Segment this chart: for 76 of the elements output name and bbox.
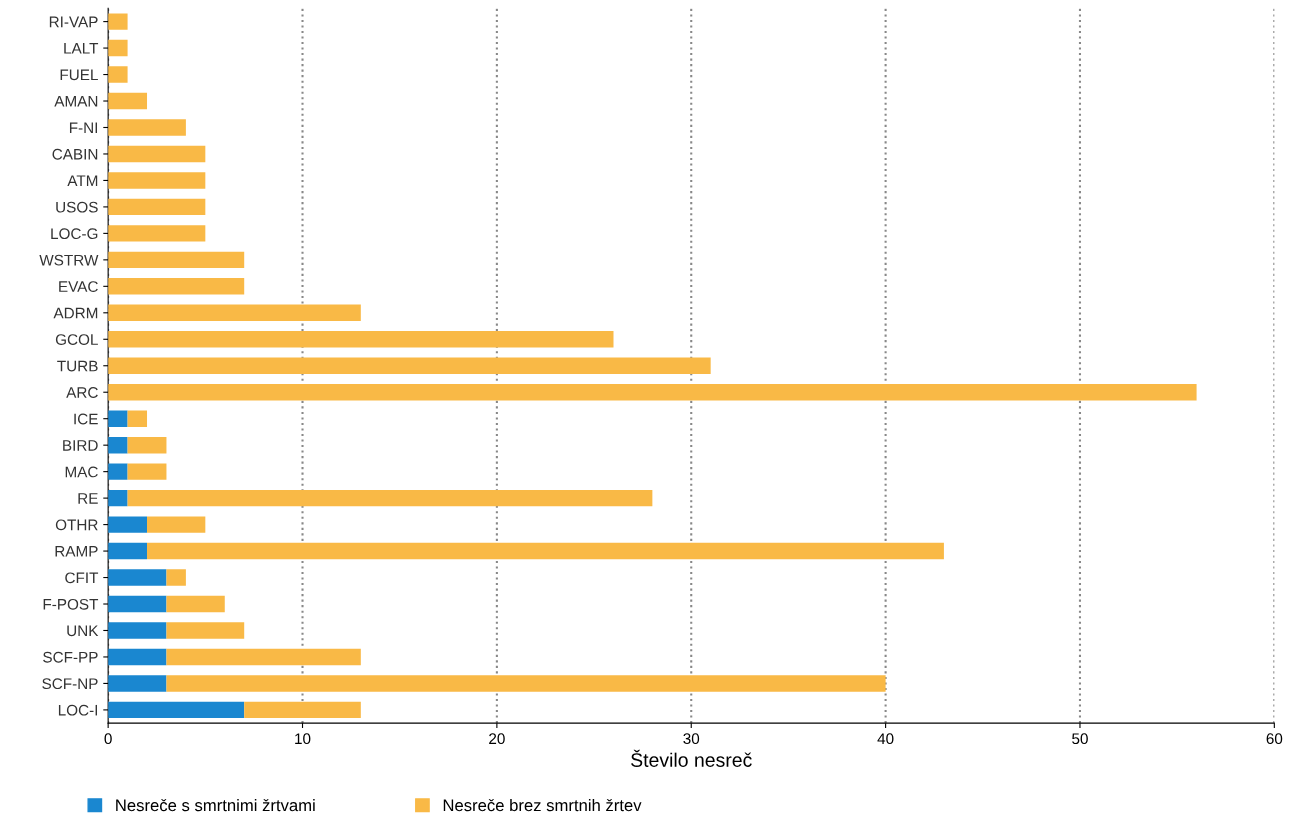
y-tick-label: CFIT bbox=[65, 572, 99, 584]
bar bbox=[108, 569, 167, 586]
y-tick-label: LOC-I bbox=[58, 704, 98, 716]
legend-label: Nesreče brez smrtnih žrtev bbox=[443, 798, 642, 812]
bar bbox=[147, 516, 206, 533]
y-tick-label: WSTRW bbox=[39, 254, 99, 266]
y-tick-label: MAC bbox=[65, 466, 98, 478]
bar bbox=[166, 595, 225, 613]
bar bbox=[108, 331, 614, 348]
bar bbox=[108, 278, 245, 295]
y-tick-label: FUEL bbox=[60, 69, 98, 81]
legend-label: Nesreče s smrtnimi žrtvami bbox=[116, 798, 315, 812]
y-tick-label: F-POST bbox=[43, 598, 99, 610]
bar bbox=[108, 410, 128, 427]
bar bbox=[147, 542, 944, 560]
y-tick-label: USOS bbox=[56, 201, 98, 213]
y-tick-label: SCF-PP bbox=[43, 651, 98, 663]
bar bbox=[108, 13, 128, 30]
y-tick-label: EVAC bbox=[59, 281, 98, 293]
bar bbox=[127, 489, 653, 507]
y-tick-label: RE bbox=[78, 493, 98, 504]
bar bbox=[108, 701, 245, 719]
bar bbox=[108, 357, 711, 374]
bar bbox=[108, 225, 206, 242]
y-tick-label: AMAN bbox=[54, 96, 98, 107]
bar bbox=[108, 622, 167, 639]
y-tick-label: CABIN bbox=[52, 148, 98, 160]
bar bbox=[127, 410, 148, 427]
bar bbox=[108, 145, 206, 163]
bar bbox=[108, 489, 128, 507]
x-tick-label: 10 bbox=[295, 733, 311, 745]
bar bbox=[108, 92, 148, 110]
y-tick-label: RI-VAP bbox=[49, 16, 98, 28]
bar bbox=[166, 569, 186, 586]
y-tick-label: TURB bbox=[57, 360, 98, 372]
bar bbox=[108, 198, 206, 216]
bar bbox=[108, 66, 128, 83]
x-tick-label: 20 bbox=[489, 733, 505, 745]
bar bbox=[108, 39, 128, 57]
y-tick-label: RAMP bbox=[55, 546, 98, 557]
bar bbox=[108, 172, 206, 189]
x-axis-title: Število nesreč bbox=[631, 749, 752, 767]
x-tick-label: 30 bbox=[683, 733, 700, 745]
bar bbox=[108, 251, 245, 269]
bar bbox=[166, 622, 245, 639]
bar bbox=[127, 436, 167, 454]
bar bbox=[244, 701, 361, 719]
y-tick-label: LOC-G bbox=[51, 228, 98, 240]
bar bbox=[108, 648, 167, 666]
x-tick-label: 60 bbox=[1266, 733, 1283, 745]
x-tick-label: 50 bbox=[1072, 733, 1088, 745]
y-tick-label: LALT bbox=[64, 43, 99, 54]
bar bbox=[108, 675, 167, 692]
bar bbox=[127, 463, 167, 480]
bar bbox=[108, 595, 167, 613]
bar bbox=[166, 675, 886, 692]
y-tick-label: ICE bbox=[74, 413, 98, 425]
y-tick-label: GCOL bbox=[55, 334, 98, 345]
y-tick-label: OTHR bbox=[55, 519, 98, 531]
bar bbox=[108, 384, 1197, 401]
bar bbox=[108, 436, 128, 454]
bar bbox=[108, 542, 148, 560]
y-tick-label: ARC bbox=[66, 387, 98, 398]
x-tick-label: 40 bbox=[877, 733, 894, 745]
y-tick-label: UNK bbox=[67, 625, 99, 637]
y-tick-label: ADRM bbox=[53, 307, 98, 319]
bar bbox=[108, 516, 148, 533]
bar bbox=[166, 648, 361, 666]
y-tick-label: SCF-NP bbox=[42, 678, 98, 690]
bar bbox=[108, 463, 128, 480]
y-tick-label: BIRD bbox=[63, 440, 98, 451]
y-tick-label: ATM bbox=[67, 175, 98, 186]
bar bbox=[108, 119, 186, 136]
bar bbox=[108, 304, 361, 322]
x-tick-label: 0 bbox=[104, 733, 112, 745]
y-tick-label: F-NI bbox=[69, 122, 98, 134]
